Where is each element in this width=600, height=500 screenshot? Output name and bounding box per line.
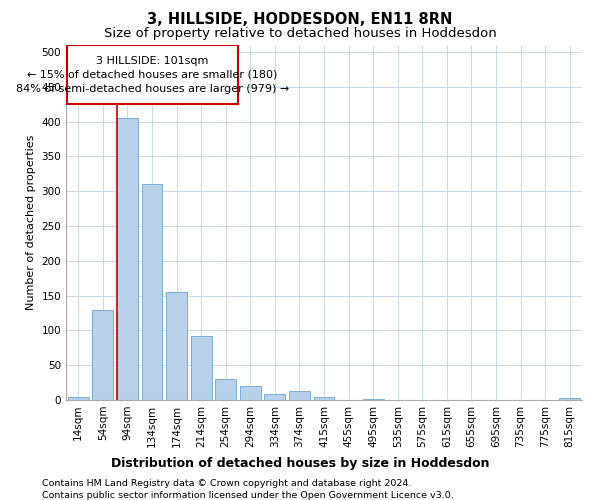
Text: Contains public sector information licensed under the Open Government Licence v3: Contains public sector information licen…: [42, 491, 454, 500]
Bar: [265, 394, 286, 400]
Bar: [191, 336, 212, 400]
Text: 3, HILLSIDE, HODDESDON, EN11 8RN: 3, HILLSIDE, HODDESDON, EN11 8RN: [148, 12, 452, 28]
Y-axis label: Number of detached properties: Number of detached properties: [26, 135, 36, 310]
Bar: [362, 398, 383, 400]
Bar: [92, 310, 113, 400]
FancyBboxPatch shape: [67, 45, 238, 104]
Text: 3 HILLSIDE: 101sqm
← 15% of detached houses are smaller (180)
84% of semi-detach: 3 HILLSIDE: 101sqm ← 15% of detached hou…: [16, 56, 289, 94]
Text: Size of property relative to detached houses in Hoddesdon: Size of property relative to detached ho…: [104, 28, 496, 40]
Bar: [240, 386, 261, 400]
Bar: [559, 398, 580, 400]
Bar: [166, 292, 187, 400]
Text: Distribution of detached houses by size in Hoddesdon: Distribution of detached houses by size …: [111, 458, 489, 470]
Text: Contains HM Land Registry data © Crown copyright and database right 2024.: Contains HM Land Registry data © Crown c…: [42, 479, 412, 488]
Bar: [117, 118, 138, 400]
Bar: [215, 379, 236, 400]
Bar: [68, 396, 89, 400]
Bar: [142, 184, 163, 400]
Bar: [289, 391, 310, 400]
Bar: [314, 396, 334, 400]
